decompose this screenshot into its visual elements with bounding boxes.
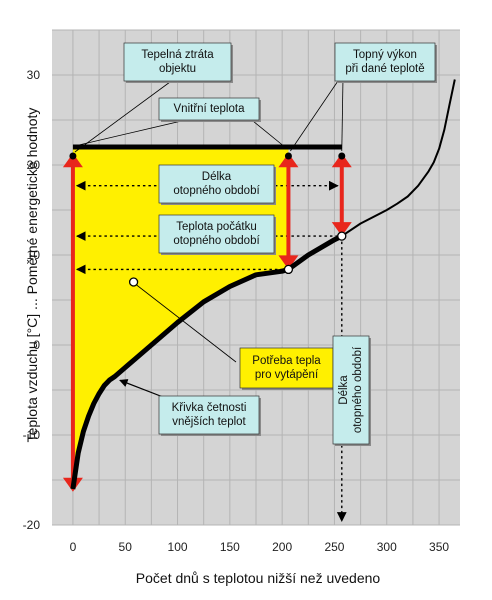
leader-heat-loss — [74, 81, 171, 153]
callout-box — [158, 395, 260, 435]
heating-output-arrow-2-head-top — [331, 153, 352, 168]
callout-text: otopného období — [352, 346, 364, 433]
callout-box — [334, 42, 436, 82]
callout-box — [332, 335, 370, 445]
callout-box — [123, 42, 232, 82]
heating-output-arrow-2-head-bottom — [331, 222, 352, 237]
callout-text: vnějších teplot — [172, 416, 246, 428]
point-marker-filled — [69, 152, 77, 160]
x-tick-label: 0 — [70, 540, 77, 554]
y-tick-label: 30 — [27, 68, 41, 82]
callout-text: Vnitřní teplota — [174, 103, 246, 115]
callout-text: otopného období — [173, 235, 260, 247]
y-tick-label: 20 — [27, 158, 41, 172]
y-tick-label: -20 — [23, 518, 41, 532]
x-tick-label: 300 — [377, 540, 397, 554]
callout-text: Topný výkon — [353, 49, 417, 61]
callout-vnitrni: Vnitřní teplota — [158, 97, 261, 122]
x-tick-label: 50 — [119, 540, 133, 554]
leader-output-2 — [341, 77, 344, 152]
leader-need — [136, 284, 237, 363]
y-tick-label: 10 — [27, 248, 41, 262]
callout-topny: Topný výkon při dané teplotě — [334, 42, 437, 83]
point-marker-filled — [338, 152, 346, 160]
y-tick-label: -10 — [23, 428, 41, 442]
point-marker-open — [337, 231, 347, 241]
callout-text: objektu — [159, 63, 196, 75]
leader-curve — [119, 379, 164, 398]
callout-leaders — [74, 77, 344, 398]
dotted-guides — [75, 180, 347, 522]
x-tick-label: 150 — [220, 540, 240, 554]
callout-text: Teplota počátku — [176, 221, 257, 233]
callout-text: při dané teplotě — [345, 63, 424, 75]
callout-krivka: Křivka četnosti vnějších teplot — [158, 395, 261, 436]
heating-output-arrow-1-head-bottom — [278, 255, 299, 270]
callout-text: Potřeba tepla — [252, 355, 321, 367]
x-tick-label: 250 — [324, 540, 344, 554]
marked-points — [69, 152, 347, 287]
leader-output-1 — [290, 77, 341, 152]
callout-text: pro vytápění — [255, 369, 319, 381]
x-axis-ticks: 0 50 100 150 200 250 300 350 — [70, 540, 450, 554]
callout-box — [158, 214, 275, 254]
y-axis-ticks: -20 -10 0 10 20 30 — [23, 68, 41, 532]
callout-text: Délka — [338, 375, 350, 405]
x-tick-label: 100 — [168, 540, 188, 554]
callout-boxes: Tepelná ztráta objektu Topný výkon při dané… — [123, 42, 437, 446]
point-marker-open — [283, 264, 294, 275]
callout-text: Křivka četnosti — [172, 402, 247, 414]
point-marker-filled — [284, 152, 292, 160]
callout-box — [158, 97, 260, 121]
callout-delka-vert: Délka otopného období — [332, 335, 371, 446]
heat-loss-arrow-head-top — [62, 153, 83, 168]
y-axis-label: Teplota vzduchu [°C] ... Poměrné energet… — [24, 108, 40, 443]
callout-text: otopného období — [173, 185, 260, 197]
y-tick-label: 0 — [33, 338, 40, 352]
callout-text: Tepelná ztráta — [141, 49, 214, 61]
callout-box — [158, 164, 275, 204]
x-axis-label: Počet dnů s teplotou nižší než uvedeno — [136, 570, 381, 586]
callout-text: Délka — [202, 171, 232, 183]
callout-potreba: Potřeba tepla pro vytápění — [239, 347, 335, 390]
callout-box — [239, 347, 334, 389]
callout-delka: Délka otopného období — [158, 164, 276, 205]
point-marker-open — [128, 277, 139, 287]
callout-teplota: Teplota počátku otopného období — [158, 214, 276, 255]
callout-tepelna: Tepelná ztráta objektu — [123, 42, 233, 83]
heating-output-arrow-1-head-top — [278, 153, 299, 168]
x-tick-label: 350 — [429, 540, 449, 554]
x-tick-label: 200 — [272, 540, 292, 554]
